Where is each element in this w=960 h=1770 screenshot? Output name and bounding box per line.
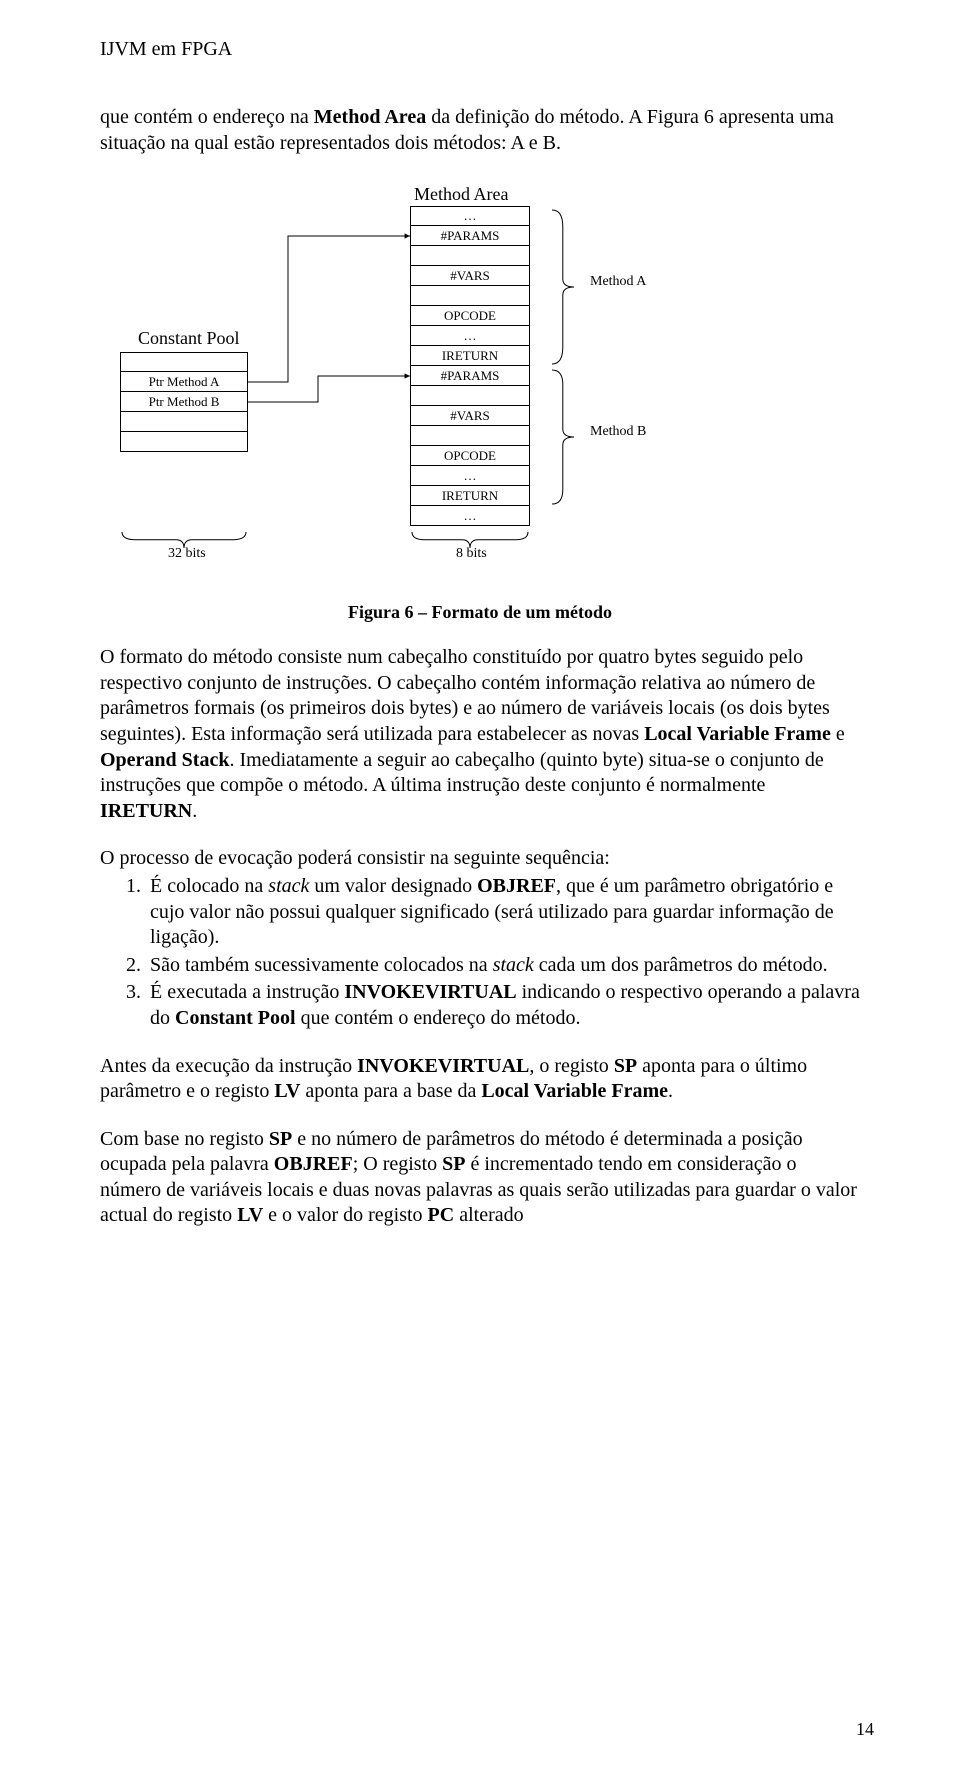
pointer-arrow bbox=[244, 372, 418, 410]
process-list-item: É executada a instrução INVOKEVIRTUAL in… bbox=[146, 980, 860, 1031]
process-list-item: É colocado na stack um valor designado O… bbox=[146, 874, 860, 951]
method-area-cell: #VARS bbox=[410, 406, 530, 426]
method-area-cell bbox=[410, 286, 530, 306]
figure-6-diagram: Method Area Constant Pool Ptr Method APtr … bbox=[100, 184, 860, 584]
paragraph-2: Antes da execução da instrução INVOKEVIR… bbox=[100, 1054, 860, 1105]
paragraph-1: O formato do método consiste num cabeçal… bbox=[100, 645, 860, 824]
constant-pool-cell bbox=[120, 432, 248, 452]
method-area-cell: … bbox=[410, 206, 530, 226]
constant-pool-title: Constant Pool bbox=[138, 328, 240, 349]
method-area-cell bbox=[410, 426, 530, 446]
method-area-cell: OPCODE bbox=[410, 306, 530, 326]
process-list: É colocado na stack um valor designado O… bbox=[100, 874, 860, 1032]
page-header: IJVM em FPGA bbox=[100, 38, 860, 61]
page-number: 14 bbox=[856, 1719, 874, 1740]
constant-pool-cell bbox=[120, 412, 248, 432]
method-area-cell: … bbox=[410, 466, 530, 486]
method-area-cell: #VARS bbox=[410, 266, 530, 286]
method-area-cell: #PARAMS bbox=[410, 226, 530, 246]
label-method-b: Method B bbox=[590, 424, 646, 440]
method-area-cell: IRETURN bbox=[410, 486, 530, 506]
method-area-cell: … bbox=[410, 326, 530, 346]
label-32-bits: 32 bits bbox=[168, 546, 206, 562]
process-list-item: São também sucessivamente colocados na s… bbox=[146, 953, 860, 979]
method-area-cell bbox=[410, 246, 530, 266]
right-brace bbox=[552, 368, 576, 506]
pointer-arrow bbox=[244, 232, 418, 390]
label-8-bits: 8 bits bbox=[456, 546, 487, 562]
paragraph-3: Com base no registo SP e no número de pa… bbox=[100, 1127, 860, 1229]
right-brace bbox=[552, 208, 576, 366]
figure-caption: Figura 6 – Formato de um método bbox=[100, 602, 860, 623]
method-area-cell bbox=[410, 386, 530, 406]
method-area-cell: IRETURN bbox=[410, 346, 530, 366]
constant-pool-cell bbox=[120, 352, 248, 372]
constant-pool-cell: Ptr Method B bbox=[120, 392, 248, 412]
method-area-cell: #PARAMS bbox=[410, 366, 530, 386]
constant-pool-cell: Ptr Method A bbox=[120, 372, 248, 392]
method-area-title: Method Area bbox=[414, 184, 508, 205]
method-area-cell: … bbox=[410, 506, 530, 526]
intro-paragraph: que contém o endereço na Method Area da … bbox=[100, 105, 860, 156]
method-area-cell: OPCODE bbox=[410, 446, 530, 466]
list-intro: O processo de evocação poderá consistir … bbox=[100, 846, 860, 872]
label-method-a: Method A bbox=[590, 274, 646, 290]
